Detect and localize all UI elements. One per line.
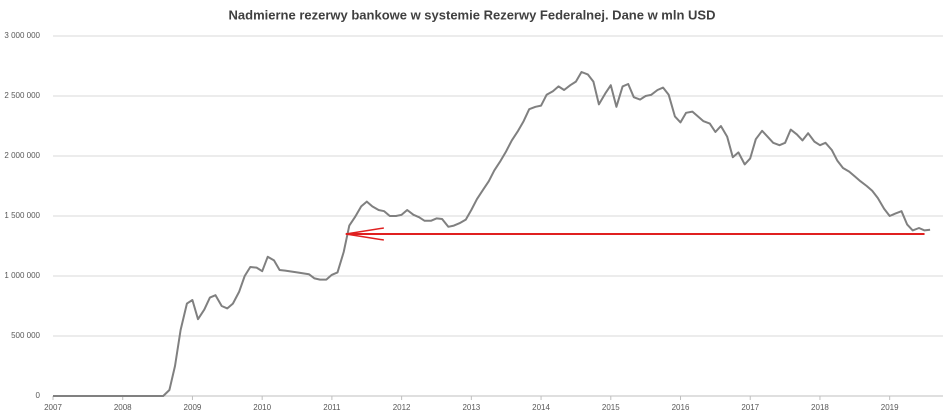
x-tick-label: 2016: [672, 403, 690, 412]
x-tick-label: 2014: [532, 403, 550, 412]
x-tick-label: 2015: [602, 403, 620, 412]
x-tick-label: 2008: [114, 403, 132, 412]
x-tick-label: 2009: [184, 403, 202, 412]
data-line: [53, 71, 931, 397]
x-tick-label: 2007: [44, 403, 62, 412]
x-tick-label: 2010: [253, 403, 271, 412]
y-tick-label: 500 000: [11, 331, 40, 340]
x-tick-label: 2013: [462, 403, 480, 412]
x-tick-label: 2012: [393, 403, 411, 412]
chart-title: Nadmierne rezerwy bankowe w systemie Rez…: [229, 7, 716, 22]
x-tick-label: 2011: [323, 403, 341, 412]
y-tick-label: 2 500 000: [4, 91, 40, 100]
y-tick-label: 2 000 000: [4, 151, 40, 160]
x-tick-label: 2017: [741, 403, 759, 412]
x-tick-label: 2019: [881, 403, 899, 412]
y-tick-label: 0: [36, 391, 41, 400]
x-tick-label: 2018: [811, 403, 829, 412]
arrow-head: [345, 227, 384, 241]
y-tick-label: 3 000 000: [4, 31, 40, 40]
y-tick-label: 1 000 000: [4, 271, 40, 280]
y-tick-label: 1 500 000: [4, 211, 40, 220]
